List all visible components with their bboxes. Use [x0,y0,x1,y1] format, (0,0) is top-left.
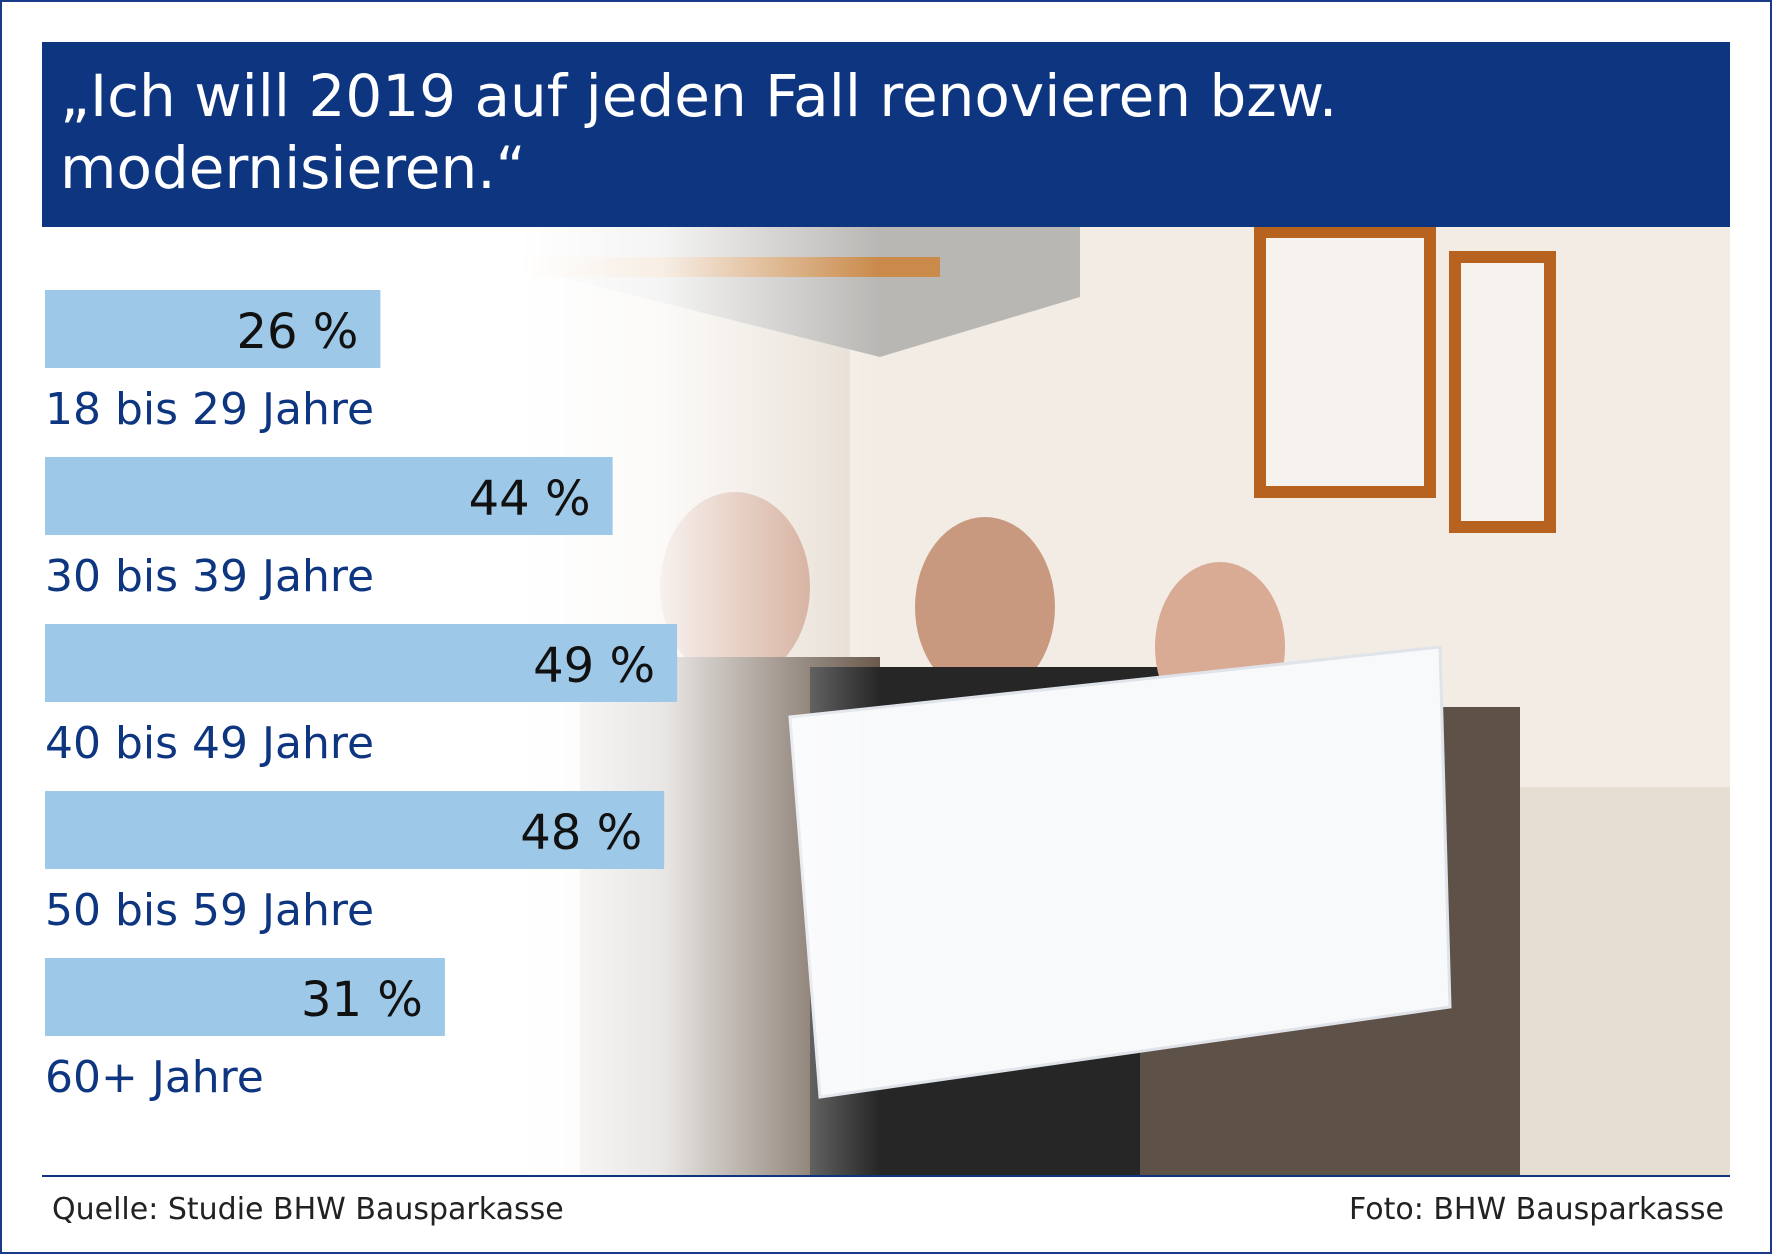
title-banner: „Ich will 2019 auf jeden Fall renovieren… [42,42,1730,227]
bar-1 [45,290,381,368]
bar-value-label-1: 26 % [236,304,358,360]
category-label-5: 60+ Jahre [45,1052,264,1103]
bar-value-label-4: 48 % [520,805,642,861]
footer-rule [42,1175,1730,1177]
category-label-1: 18 bis 29 Jahre [45,384,374,435]
category-label-2: 30 bis 39 Jahre [45,551,374,602]
bar-value-label-2: 44 % [469,471,591,527]
photo-credit: Foto: BHW Bausparkasse [1349,1192,1724,1227]
category-label-3: 40 bis 49 Jahre [45,718,374,769]
chart-title: „Ich will 2019 auf jeden Fall renovieren… [60,62,1338,202]
bar-3 [45,624,678,702]
category-label-4: 50 bis 59 Jahre [45,885,374,936]
source-note: Quelle: Studie BHW Bausparkasse [52,1192,564,1227]
bar-value-label-3: 49 % [533,638,655,694]
bar-2 [45,457,613,535]
bar-value-label-5: 31 % [301,972,423,1028]
background-photo [520,227,1730,1175]
bar-5 [45,958,445,1036]
bar-4 [45,791,665,869]
